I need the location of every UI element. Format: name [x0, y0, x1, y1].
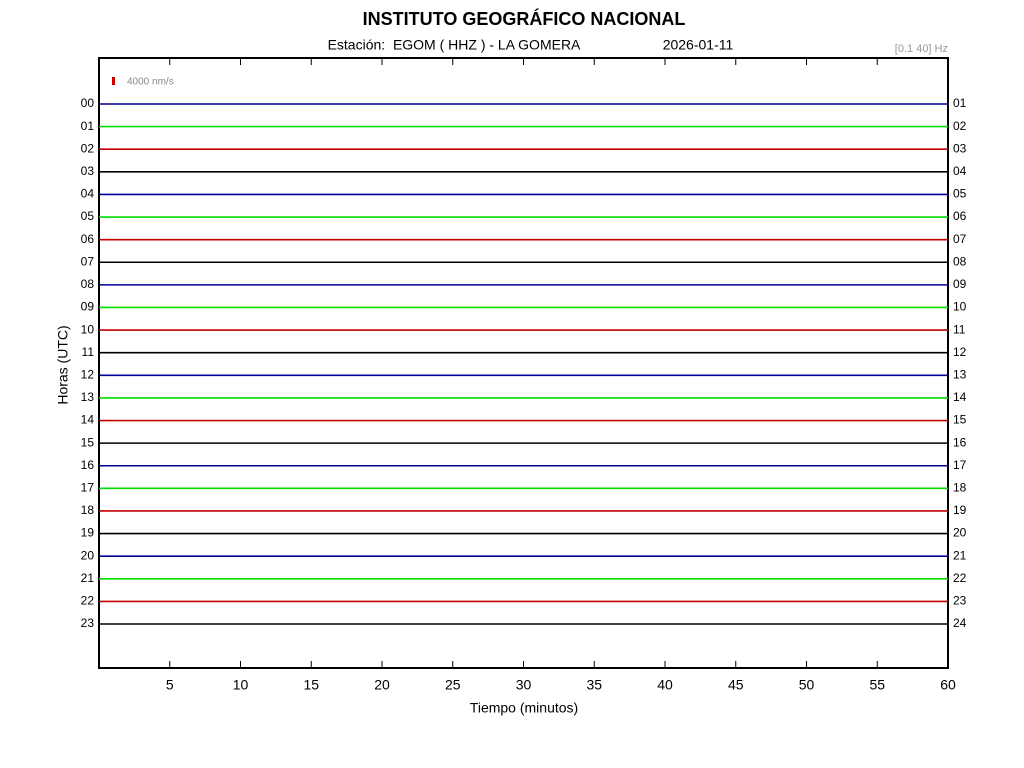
- x-tick-label: 50: [799, 677, 815, 693]
- row-label-left: 19: [81, 526, 95, 540]
- row-label-right: 14: [953, 390, 967, 404]
- row-label-left: 09: [81, 300, 95, 314]
- row-label-right: 02: [953, 119, 967, 133]
- row-label-left: 13: [81, 390, 95, 404]
- x-tick-label: 30: [516, 677, 532, 693]
- row-label-right: 16: [953, 435, 967, 449]
- y-axis-label: Horas (UTC): [55, 325, 71, 404]
- row-label-left: 22: [81, 594, 95, 608]
- row-label-left: 12: [81, 367, 95, 381]
- row-label-left: 05: [81, 209, 95, 223]
- row-label-left: 02: [81, 141, 95, 155]
- row-label-left: 18: [81, 503, 95, 517]
- row-label-right: 17: [953, 458, 967, 472]
- row-label-right: 03: [953, 141, 967, 155]
- row-label-right: 22: [953, 571, 967, 585]
- row-label-left: 01: [81, 119, 95, 133]
- row-label-left: 17: [81, 481, 95, 495]
- row-label-left: 10: [81, 322, 95, 336]
- row-label-right: 23: [953, 594, 967, 608]
- date: 2026-01-11: [663, 37, 734, 53]
- x-tick-label: 40: [657, 677, 673, 693]
- x-tick-label: 10: [233, 677, 249, 693]
- row-label-right: 12: [953, 345, 967, 359]
- row-label-right: 13: [953, 367, 967, 381]
- row-label-left: 03: [81, 164, 95, 178]
- row-label-right: 10: [953, 300, 967, 314]
- row-label-left: 20: [81, 548, 95, 562]
- row-label-right: 11: [953, 322, 966, 336]
- row-label-right: 08: [953, 254, 967, 268]
- row-label-right: 15: [953, 413, 967, 427]
- row-label-left: 23: [81, 616, 95, 630]
- station: Estación: EGOM ( HHZ ) - LA GOMERA: [328, 37, 581, 53]
- x-tick-label: 15: [303, 677, 319, 693]
- row-label-left: 00: [81, 96, 95, 110]
- scale-marker: [112, 77, 115, 85]
- row-label-left: 11: [82, 345, 95, 359]
- row-label-right: 19: [953, 503, 967, 517]
- row-label-left: 15: [81, 435, 95, 449]
- chart-title: INSTITUTO GEOGRÁFICO NACIONAL: [363, 8, 686, 29]
- row-label-right: 06: [953, 209, 967, 223]
- row-label-left: 07: [81, 254, 95, 268]
- x-tick-label: 55: [869, 677, 885, 693]
- row-label-left: 08: [81, 277, 95, 291]
- x-tick-label: 45: [728, 677, 744, 693]
- row-label-left: 06: [81, 232, 95, 246]
- x-tick-label: 20: [374, 677, 390, 693]
- row-label-left: 14: [81, 413, 95, 427]
- x-axis-label: Tiempo (minutos): [470, 700, 578, 716]
- row-label-right: 01: [953, 96, 967, 110]
- row-label-left: 04: [81, 187, 95, 201]
- row-label-right: 07: [953, 232, 967, 246]
- row-label-right: 21: [953, 548, 967, 562]
- scale-label: 4000 nm/s: [127, 77, 174, 88]
- row-label-left: 16: [81, 458, 95, 472]
- x-tick-label: 60: [940, 677, 956, 693]
- x-tick-label: 25: [445, 677, 461, 693]
- row-label-right: 05: [953, 187, 967, 201]
- row-label-right: 09: [953, 277, 967, 291]
- row-label-right: 24: [953, 616, 967, 630]
- x-tick-label: 5: [166, 677, 174, 693]
- filter: [0.1 40] Hz: [895, 43, 948, 55]
- row-label-right: 20: [953, 526, 967, 540]
- row-label-right: 18: [953, 481, 967, 495]
- row-label-left: 21: [81, 571, 95, 585]
- x-tick-label: 35: [586, 677, 602, 693]
- row-label-right: 04: [953, 164, 967, 178]
